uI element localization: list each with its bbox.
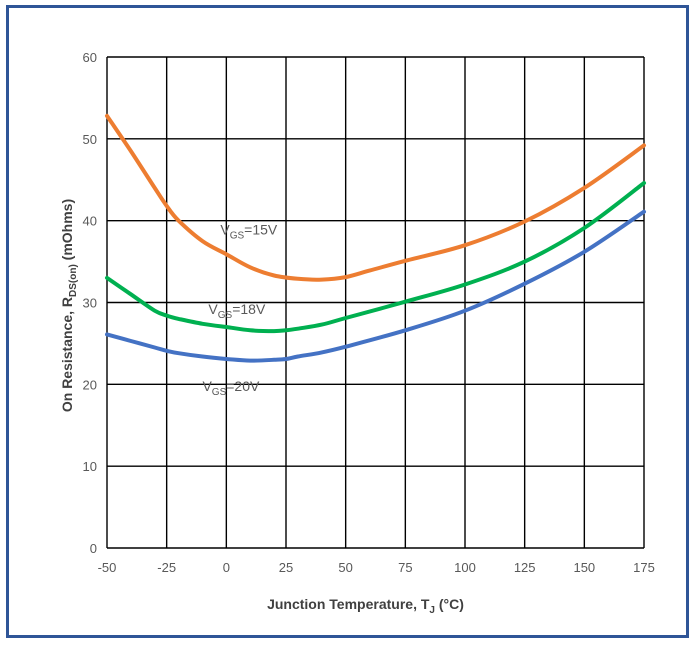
x-tick-label: 100 [454,560,476,575]
y-axis-title: On Resistance, RDS(on) (mOhms) [59,199,79,412]
x-axis-title: Junction Temperature, TJ (°C) [267,596,464,616]
x-tick-label: -25 [157,560,176,575]
y-tick-label: 50 [83,132,97,147]
vgs-20v-label: VGS=20V [202,378,260,398]
y-tick-label: 30 [83,296,97,311]
vgs-18v-curve [105,181,646,334]
x-tick-label: 25 [279,560,293,575]
x-tick-label: 75 [398,560,412,575]
x-tick-label: 175 [633,560,655,575]
y-tick-label: 0 [90,541,97,556]
x-tick-label: 0 [223,560,230,575]
vgs-15v-curve [105,113,646,282]
y-tick-label: 10 [83,459,97,474]
vgs-15v-label: VGS=15V [220,222,278,242]
x-tick-label: 125 [514,560,536,575]
vgs-20v-curve [105,209,646,363]
y-tick-label: 60 [83,50,97,65]
y-tick-label: 40 [83,214,97,229]
x-tick-label: -50 [98,560,117,575]
vgs-18v-label: VGS=18V [208,301,266,321]
x-tick-label: 50 [338,560,352,575]
x-tick-label: 150 [573,560,595,575]
y-tick-label: 20 [83,377,97,392]
